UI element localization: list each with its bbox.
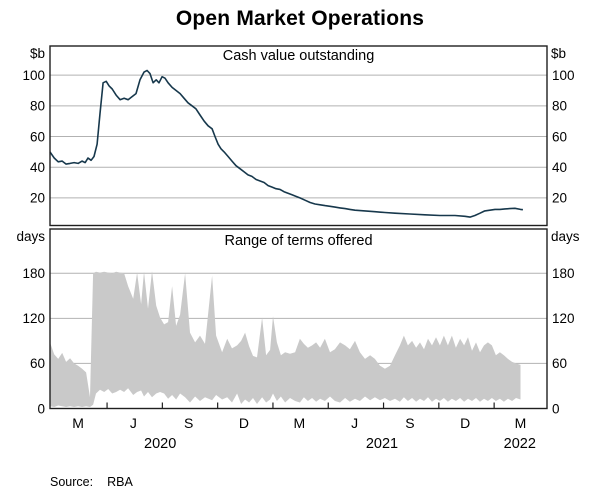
x-month-label: M <box>293 415 305 431</box>
terms-range-band <box>50 271 521 407</box>
y-tick-label-right: 60 <box>552 129 567 144</box>
x-month-label: D <box>239 415 249 431</box>
y-tick-label-left: 120 <box>22 311 45 326</box>
chart-title: Open Market Operations <box>175 7 425 30</box>
x-year-label: 2022 <box>504 436 536 452</box>
y-unit-label-left-top: $b <box>29 46 45 61</box>
x-year-label: 2020 <box>144 436 176 452</box>
panel-title-cash-value: Cash value outstanding <box>222 48 375 64</box>
y-tick-label-right: 20 <box>552 191 567 206</box>
y-tick-label-left: 60 <box>30 129 45 144</box>
source-label: Source: <box>50 475 94 489</box>
y-tick-label-left: 80 <box>30 99 45 114</box>
y-tick-label-right: 120 <box>552 311 575 326</box>
x-month-label: M <box>72 415 84 431</box>
y-tick-label-left: 40 <box>30 160 45 175</box>
y-tick-label-left: 0 <box>37 401 45 416</box>
y-tick-label-right: 80 <box>552 99 567 114</box>
cash-value-line <box>49 69 523 218</box>
y-tick-label-right: 60 <box>552 356 567 371</box>
x-month-label: M <box>515 415 527 431</box>
y-unit-label-right-top: $b <box>551 46 567 61</box>
y-tick-label-left: 100 <box>22 68 45 83</box>
x-month-label: S <box>184 415 193 431</box>
x-month-label: J <box>351 415 358 431</box>
y-tick-label-left: 60 <box>30 356 45 371</box>
x-month-label: J <box>130 415 137 431</box>
source-value: RBA <box>107 475 133 489</box>
y-tick-label-left: 20 <box>30 191 45 206</box>
y-tick-label-right: 0 <box>552 401 560 416</box>
x-month-label: D <box>460 415 470 431</box>
y-tick-label-right: 40 <box>552 160 567 175</box>
y-unit-label-right-bottom: days <box>551 229 580 244</box>
panel-frame <box>49 45 548 227</box>
y-tick-label-left: 180 <box>22 266 45 281</box>
x-year-label: 2021 <box>366 436 398 452</box>
y-tick-label-right: 180 <box>552 266 575 281</box>
panel-frame <box>49 228 548 410</box>
source-note: Source: RBA <box>50 475 133 489</box>
panel-title-terms-range: Range of terms offered <box>224 233 373 249</box>
x-month-label: S <box>405 415 414 431</box>
y-unit-label-left-bottom: days <box>16 229 45 244</box>
y-tick-label-right: 100 <box>552 68 575 83</box>
